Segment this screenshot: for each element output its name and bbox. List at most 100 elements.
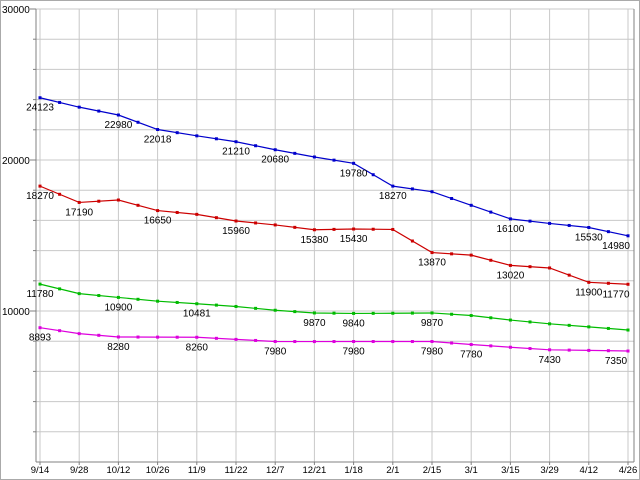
data-label: 19780 <box>340 168 368 179</box>
data-label: 11770 <box>602 289 630 300</box>
y-axis-label: 20000 <box>2 156 30 167</box>
point-marker <box>273 148 277 152</box>
point-marker <box>175 131 179 135</box>
point-marker <box>548 266 552 270</box>
point-marker <box>567 323 571 327</box>
point-marker <box>626 349 630 353</box>
point-marker <box>528 265 532 269</box>
x-axis-label: 4/12 <box>580 465 599 476</box>
point-marker <box>156 209 160 213</box>
data-label: 8893 <box>29 333 52 344</box>
point-marker <box>430 251 434 255</box>
point-marker <box>626 234 630 238</box>
data-label: 7980 <box>421 347 444 358</box>
data-label: 9840 <box>342 318 365 329</box>
x-axis-label: 2/1 <box>386 465 399 476</box>
point-marker <box>430 311 434 315</box>
series-green: 11780 10900 10481 9870 9840 9870 <box>26 282 630 332</box>
point-marker <box>606 349 610 353</box>
point-marker <box>156 128 160 132</box>
point-marker <box>371 173 375 177</box>
point-marker <box>430 190 434 194</box>
point-marker <box>38 282 42 286</box>
point-marker <box>58 329 62 333</box>
point-marker <box>136 297 140 301</box>
point-marker <box>77 200 81 204</box>
point-marker <box>528 347 532 351</box>
point-marker <box>548 348 552 352</box>
point-marker <box>77 105 81 109</box>
point-marker <box>97 109 101 113</box>
point-marker <box>548 322 552 326</box>
point-marker <box>214 137 218 141</box>
x-axis-label: 3/29 <box>540 465 559 476</box>
point-marker <box>606 281 610 285</box>
data-label: 10481 <box>183 309 211 320</box>
point-marker <box>175 300 179 304</box>
data-label: 13870 <box>418 258 446 269</box>
data-label: 7430 <box>538 355 561 366</box>
gridlines <box>36 8 634 462</box>
point-marker <box>136 335 140 339</box>
point-marker <box>214 336 218 340</box>
point-marker <box>450 197 454 201</box>
point-marker <box>528 320 532 324</box>
point-marker <box>567 273 571 277</box>
point-marker <box>548 221 552 225</box>
point-marker <box>156 335 160 339</box>
data-label: 15530 <box>575 232 603 243</box>
point-marker <box>175 335 179 339</box>
y-axis-label: 30000 <box>2 5 30 16</box>
point-marker <box>352 161 356 165</box>
data-label: 14980 <box>602 241 630 252</box>
point-marker <box>312 155 316 159</box>
point-marker <box>38 96 42 100</box>
x-axis-label: 9/28 <box>70 465 89 476</box>
data-label: 9870 <box>303 318 326 329</box>
data-label: 7980 <box>342 347 365 358</box>
point-marker <box>136 203 140 207</box>
x-axis-label: 12/7 <box>266 465 285 476</box>
point-marker <box>195 134 199 138</box>
point-marker <box>450 341 454 345</box>
point-marker <box>332 340 336 344</box>
point-marker <box>567 348 571 352</box>
data-label: 16100 <box>496 224 524 235</box>
series-line <box>39 97 629 237</box>
point-marker <box>234 337 238 341</box>
x-axis-label: 3/15 <box>501 465 520 476</box>
point-marker <box>293 340 297 344</box>
data-label: 18270 <box>379 191 407 202</box>
point-marker <box>606 326 610 330</box>
point-marker <box>312 340 316 344</box>
point-marker <box>508 263 512 267</box>
data-label: 7980 <box>264 347 287 358</box>
data-label: 13020 <box>496 270 524 281</box>
x-axis-label: 11/22 <box>224 465 247 476</box>
point-marker <box>214 216 218 220</box>
point-marker <box>450 252 454 256</box>
point-marker <box>97 294 101 298</box>
point-marker <box>430 340 434 344</box>
data-label: 16650 <box>144 216 172 227</box>
data-label: 11780 <box>26 289 54 300</box>
point-marker <box>156 299 160 303</box>
point-marker <box>606 230 610 234</box>
series-line <box>39 185 629 285</box>
point-marker <box>116 113 120 117</box>
x-axis-label: 12/21 <box>303 465 327 476</box>
point-marker <box>450 312 454 316</box>
point-marker <box>312 311 316 315</box>
point-marker <box>97 333 101 337</box>
x-axis-label: 9/14 <box>31 465 50 476</box>
point-marker <box>391 227 395 231</box>
point-marker <box>489 210 493 214</box>
point-marker <box>77 332 81 336</box>
data-label: 15380 <box>300 235 328 246</box>
y-axis-labels: 10000 20000 30000 <box>2 5 30 318</box>
point-marker <box>38 184 42 188</box>
point-marker <box>214 303 218 307</box>
point-marker <box>352 311 356 315</box>
data-label: 18270 <box>26 191 54 202</box>
